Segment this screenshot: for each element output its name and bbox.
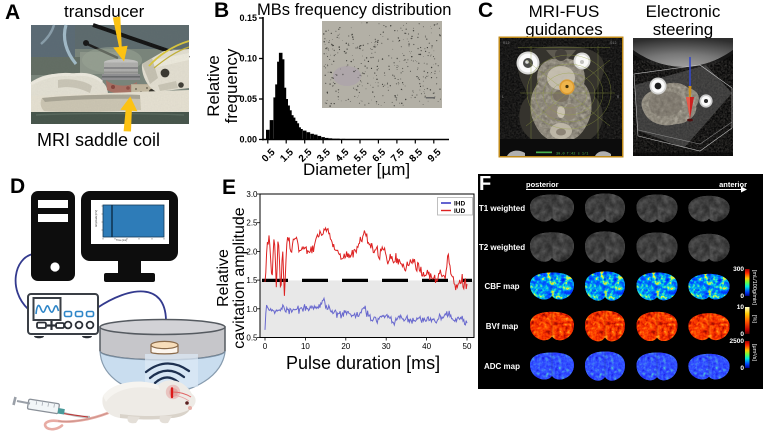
svg-text:posterior: posterior (526, 180, 559, 189)
svg-text:0.05: 0.05 (239, 94, 257, 104)
svg-text:0: 0 (740, 293, 744, 300)
svg-text:50: 50 (463, 342, 472, 351)
svg-text:0.15: 0.15 (239, 13, 257, 23)
svg-text:0.5: 0.5 (260, 147, 278, 165)
svg-text:Time [ms]: Time [ms] (116, 239, 127, 242)
svg-text:2.0: 2.0 (246, 247, 258, 256)
svg-text:30: 30 (382, 342, 391, 351)
svg-text:IUD: IUD (454, 208, 466, 215)
svg-text:0.5: 0.5 (246, 334, 258, 343)
svg-text:300: 300 (733, 266, 744, 273)
svg-text:[%]: [%] (751, 315, 757, 323)
svg-text:40: 40 (422, 342, 431, 351)
svg-text:2500: 2500 (730, 338, 745, 345)
svg-text:8.5: 8.5 (407, 147, 425, 165)
svg-text:2.5: 2.5 (246, 219, 258, 228)
svg-text:0.00: 0.00 (239, 135, 257, 145)
svg-text:[mL/100g/min]: [mL/100g/min] (751, 270, 757, 305)
svg-text:1.5: 1.5 (246, 276, 258, 285)
svg-text:T2 weighted: T2 weighted (479, 243, 525, 252)
svg-text:[μm²/s]: [μm²/s] (751, 344, 757, 361)
svg-text:0.10: 0.10 (239, 54, 257, 64)
svg-text:Amplitude [mV]: Amplitude [mV] (95, 210, 98, 227)
svg-text:L: L (502, 96, 504, 100)
svg-text:1.5: 1.5 (278, 147, 296, 165)
svg-text:BVf map: BVf map (486, 322, 519, 331)
svg-text:3.0: 3.0 (246, 190, 258, 199)
svg-text:30.0 T:42 s 1/1: 30.0 T:42 s 1/1 (556, 152, 588, 157)
svg-text:F: F (479, 174, 491, 195)
svg-text:0: 0 (740, 365, 744, 372)
svg-text:T1 weighted: T1 weighted (479, 204, 525, 213)
svg-text:IHD: IHD (454, 201, 466, 208)
svg-text:S12: S12 (610, 42, 616, 46)
svg-text:10: 10 (301, 342, 310, 351)
svg-text:CBF map: CBF map (484, 282, 519, 291)
svg-text:0: 0 (263, 342, 268, 351)
svg-text:9.5: 9.5 (426, 147, 444, 165)
svg-text:ADC map: ADC map (484, 362, 520, 371)
svg-text:1.0: 1.0 (246, 305, 258, 314)
svg-text:20: 20 (341, 342, 350, 351)
svg-text:anterior: anterior (719, 180, 747, 189)
svg-text:R: R (617, 96, 620, 100)
svg-text:R12: R12 (503, 42, 509, 46)
svg-text:10: 10 (737, 304, 745, 311)
svg-text:0: 0 (740, 331, 744, 338)
